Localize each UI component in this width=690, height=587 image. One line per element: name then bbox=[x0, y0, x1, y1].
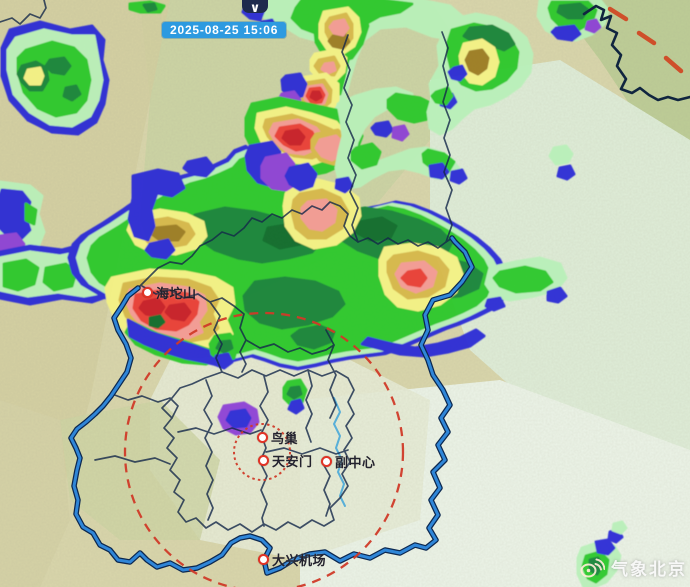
marker-label: 大兴机场 bbox=[272, 553, 327, 568]
marker-label: 海坨山 bbox=[156, 286, 197, 301]
map-pin-icon[interactable]: ∨ bbox=[242, 0, 268, 14]
range-rings bbox=[123, 311, 405, 587]
watermark-text: 气象北京 bbox=[611, 560, 687, 579]
marker-niaochao[interactable]: 鸟巢 bbox=[257, 428, 298, 447]
marker-daxing-airport[interactable]: 大兴机场 bbox=[258, 550, 326, 569]
location-dot-icon bbox=[142, 287, 153, 298]
watermark: 气象北京 bbox=[579, 555, 687, 580]
marker-label: 天安门 bbox=[272, 454, 313, 469]
timestamp-badge: 2025-08-25 15:06 bbox=[162, 22, 287, 38]
inner-range-ring bbox=[233, 423, 291, 481]
outer-range-ring bbox=[123, 311, 405, 587]
weibo-eye-icon bbox=[580, 558, 605, 577]
location-dot-icon bbox=[321, 456, 332, 467]
location-dot-icon bbox=[257, 432, 268, 443]
marker-tiananmen[interactable]: 天安门 bbox=[258, 451, 313, 470]
marker-haituoshan[interactable]: 海坨山 bbox=[142, 283, 197, 302]
hebei-boundary-line bbox=[582, 4, 690, 102]
municipal-boundary-line bbox=[69, 236, 474, 575]
marker-fuzhongxin[interactable]: 副中心 bbox=[321, 452, 376, 471]
marker-label: 鸟巢 bbox=[271, 431, 299, 446]
river-line bbox=[333, 397, 346, 507]
marker-label: 副中心 bbox=[335, 455, 376, 470]
radar-layer bbox=[0, 0, 628, 587]
location-dot-icon bbox=[258, 554, 269, 565]
hatch-marks bbox=[607, 6, 684, 74]
location-dot-icon bbox=[258, 455, 269, 466]
